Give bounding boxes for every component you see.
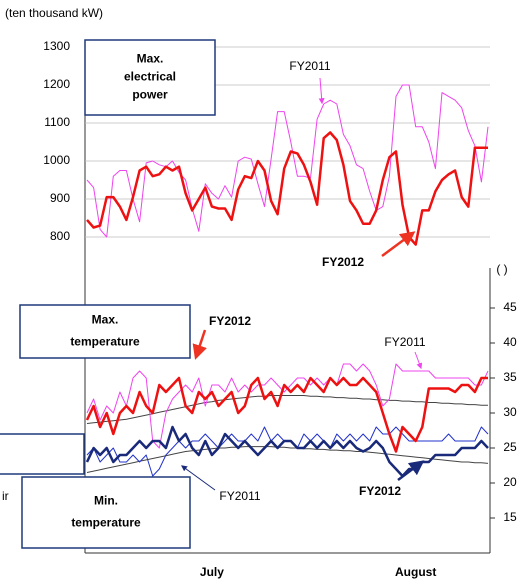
line	[86, 131, 488, 246]
annotation-box-text: power	[132, 88, 168, 102]
annotation-box	[84, 39, 216, 116]
y-tick-label: 1200	[43, 77, 70, 91]
annotation-box-text: Min.	[94, 494, 118, 508]
line	[86, 446, 489, 473]
x-tick-label: July	[200, 565, 224, 579]
y2-tick-label: 30	[503, 405, 517, 419]
y2-tick-label: 40	[503, 335, 517, 349]
y2-tick-label: 15	[503, 510, 517, 524]
y2-tick-label: 35	[503, 370, 517, 384]
line	[86, 84, 489, 238]
annotation-label: FY2012	[322, 255, 364, 269]
y-tick-label: 1100	[44, 115, 70, 129]
y-tick-label: 1000	[43, 153, 70, 167]
annotation-box-text: electrical	[124, 70, 176, 84]
annotation-arrow	[397, 460, 425, 481]
annotation-arrow	[192, 329, 207, 360]
axis-label: ( )	[496, 262, 507, 276]
annotation-label: FY2011	[219, 489, 260, 503]
annotation-arrow	[318, 77, 325, 105]
annotation-box-text: Max.	[137, 52, 164, 66]
annotation-label: FY2011	[289, 59, 330, 73]
annotation-arrow	[414, 351, 423, 370]
axis-label: (ten thousand kW)	[5, 6, 103, 20]
y-tick-label: 1300	[43, 39, 70, 53]
annotation-label: FY2012	[209, 314, 251, 328]
annotation-arrow	[181, 465, 216, 491]
annotation-box	[21, 476, 191, 549]
y2-tick-label: 25	[503, 440, 517, 454]
annotation-box-text: Max.	[92, 313, 119, 327]
clipped-box	[0, 433, 85, 475]
annotation-arrow	[381, 231, 416, 258]
y-tick-label: 900	[50, 191, 70, 205]
annotation-label: FY2012	[359, 484, 401, 498]
clipped-text: ir	[2, 489, 9, 503]
annotation-label: FY2011	[384, 335, 425, 349]
annotation-box-text: temperature	[71, 516, 141, 530]
annotation-box	[19, 304, 191, 359]
annotation-box-text: temperature	[70, 335, 140, 349]
line	[85, 376, 488, 453]
y2-tick-label: 45	[503, 300, 517, 314]
x-tick-label: August	[395, 565, 436, 579]
y2-tick-label: 20	[503, 475, 517, 489]
y-tick-label: 800	[50, 229, 70, 243]
